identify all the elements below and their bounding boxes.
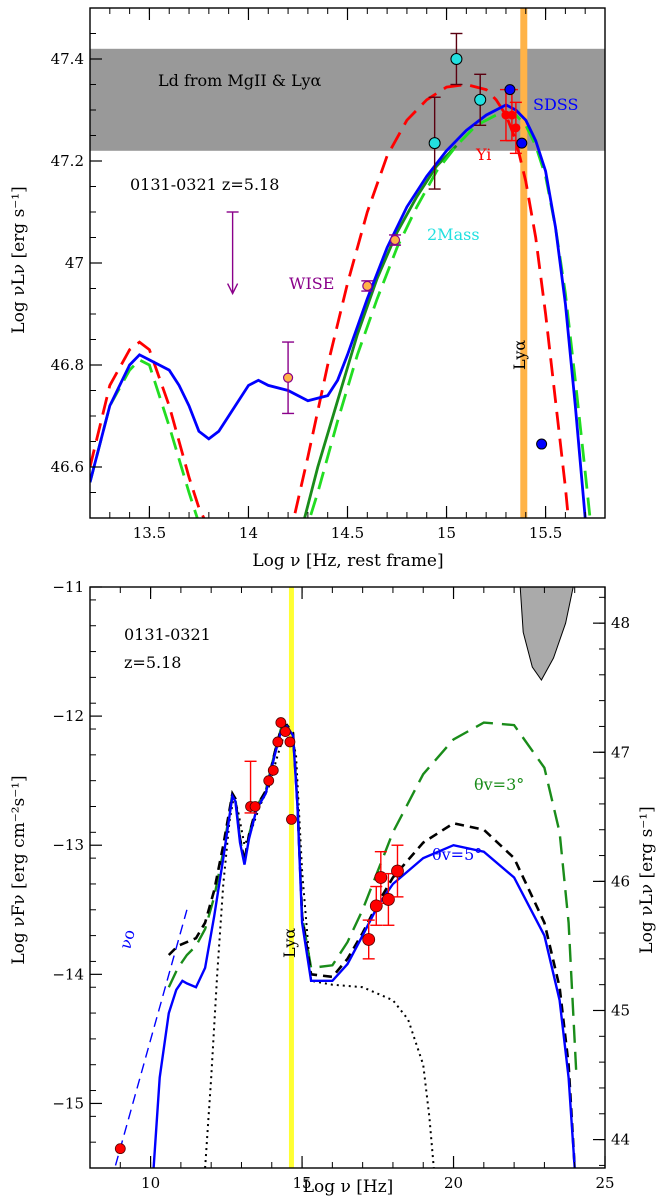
object-label: 0131-0321 z=5.18 <box>130 175 279 194</box>
black-dotted-curve <box>204 726 435 1168</box>
theta-5-label: θv=5° <box>432 845 482 864</box>
x-tick-label: 14 <box>239 524 258 542</box>
sed-point <box>275 717 287 728</box>
green-dashed-model-curve <box>90 111 592 518</box>
top-y-axis-label: Log νLν [erg s⁻¹] <box>9 186 29 333</box>
right-y-tick-label: 46 <box>611 872 630 890</box>
lya-bar <box>520 8 528 518</box>
sed-point <box>272 736 284 748</box>
sdss-point <box>504 84 516 96</box>
ld-band <box>90 48 605 151</box>
2mass-point <box>428 137 441 150</box>
data-points <box>226 32 548 450</box>
yi-point <box>507 110 517 120</box>
lya-label: Lyα <box>280 928 299 958</box>
top-axis-ticks: 13.5 14 14.5 15 15.5 46.6 46.8 47 47.2 47.4 <box>51 7 606 542</box>
y-tick-label: 46.8 <box>51 356 84 374</box>
x-tick-label: 15 <box>437 524 456 542</box>
lya-line <box>520 8 528 518</box>
x-tick-label: 20 <box>444 1174 463 1192</box>
bottom-sed-panel: 10 15 20 25 −15 −14 −13 −12 −11 44 45 46 47 48 0131-0… <box>9 578 657 1197</box>
y-tick-label: 47 <box>65 254 84 272</box>
yi-label: Yi <box>475 145 491 164</box>
sed-point <box>284 736 296 748</box>
right-y-tick-label: 48 <box>611 614 630 632</box>
y-tick-label: −14 <box>52 965 84 983</box>
sed-point <box>374 871 388 884</box>
theta-3-label: θv=3° <box>474 775 524 794</box>
bottom-x-axis-label: Log ν [Hz] <box>303 1177 394 1197</box>
sed-point <box>391 864 404 878</box>
nu0-label: νο <box>116 927 139 951</box>
top-sed-panel: 13.5 14 14.5 15 15.5 46.6 46.8 47 47.2 47.4 Ld fr… <box>9 7 606 571</box>
sed-point <box>286 814 297 825</box>
bottom-right-y-axis-label: Log νLν [erg s⁻¹] <box>637 806 657 953</box>
sed-point <box>267 764 279 776</box>
data-points <box>114 717 404 1155</box>
sdss-label: SDSS <box>533 95 578 114</box>
right-y-tick-label: 44 <box>611 1131 630 1149</box>
top-x-axis-label: Log ν [Hz, rest frame] <box>252 551 443 571</box>
2mass-point <box>450 53 463 65</box>
band-label: Ld from MgII & Lyα <box>158 71 321 90</box>
object-label-name: 0131-0321 <box>124 625 211 644</box>
sed-point <box>249 801 261 812</box>
gray-feature-shape <box>519 586 574 681</box>
sed-point <box>279 726 291 738</box>
gray-feature <box>519 586 574 681</box>
right-y-tick-label: 45 <box>611 1001 630 1019</box>
wise-label: WISE <box>289 274 334 293</box>
twomass-label: 2Mass <box>427 225 480 244</box>
sdss-point <box>536 438 548 450</box>
sed-point <box>362 933 376 946</box>
object-label-redshift: z=5.18 <box>124 653 181 672</box>
black-dashed-curve <box>167 723 576 1168</box>
y-tick-label: 47.4 <box>51 50 84 68</box>
y-tick-label: −15 <box>52 1094 84 1112</box>
x-tick-label: 10 <box>141 1174 160 1192</box>
x-tick-label: 25 <box>595 1174 614 1192</box>
y-tick-label: −12 <box>52 707 84 725</box>
x-tick-label: 14.5 <box>331 524 364 542</box>
ld-band-rect <box>90 48 605 151</box>
blue-model-curve <box>90 103 587 518</box>
lya-bar <box>288 587 294 1168</box>
wise-point <box>282 372 294 383</box>
model-curves <box>90 83 592 518</box>
sed-point <box>263 775 275 787</box>
bottom-plot-frame <box>89 586 606 1169</box>
red-dashed-model-curve <box>90 83 570 518</box>
2mass-point <box>474 93 487 106</box>
sdss-point <box>516 137 528 149</box>
green-theta3-curve <box>167 721 578 1072</box>
wise-point <box>389 234 401 246</box>
bottom-axis-ticks: 10 15 20 25 −15 −14 −13 −12 −11 44 45 46 47 48 <box>52 578 630 1192</box>
green-model-curve <box>303 144 458 518</box>
y-tick-label: −11 <box>52 578 84 596</box>
x-tick-label: 13.5 <box>133 524 166 542</box>
sed-point <box>114 1143 126 1155</box>
yi-point <box>511 123 521 133</box>
bottom-y-axis-label: Log νFν [erg cm⁻²s⁻¹] <box>9 775 29 964</box>
y-tick-label: −13 <box>52 836 84 854</box>
wise-upper-limit-arrowhead <box>226 283 239 296</box>
wise-point <box>362 280 373 292</box>
y-tick-label: 47.2 <box>51 152 84 170</box>
sed-point <box>381 893 395 906</box>
nu0-dashed-line <box>114 909 188 1168</box>
x-tick-label: 15 <box>293 1174 312 1192</box>
right-y-tick-label: 47 <box>611 743 630 761</box>
x-tick-label: 15.5 <box>529 524 562 542</box>
y-tick-label: 46.6 <box>51 458 84 476</box>
lya-label: Lyα <box>510 340 529 370</box>
lya-line <box>288 587 294 1168</box>
